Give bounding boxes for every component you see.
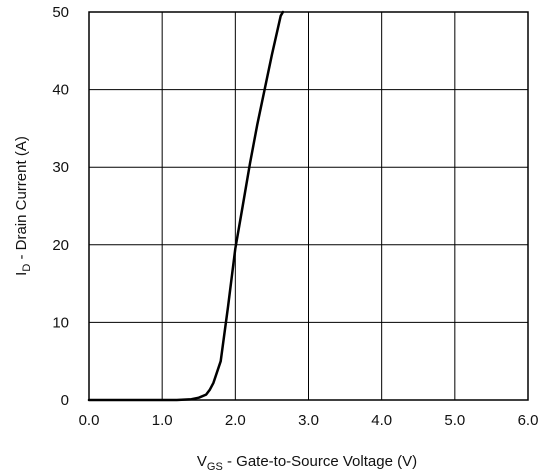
y-tick-label: 0 — [61, 392, 69, 409]
y-tick-label: 50 — [52, 4, 69, 21]
x-tick-label: 3.0 — [298, 412, 319, 429]
x-tick-label: 5.0 — [444, 412, 465, 429]
x-tick-labels: 0.0 1.0 2.0 3.0 4.0 5.0 6.0 — [79, 412, 539, 429]
y-tick-labels: 0 10 20 30 40 50 — [52, 4, 69, 409]
x-tick-label: 2.0 — [225, 412, 246, 429]
x-tick-label: 6.0 — [518, 412, 539, 429]
y-tick-label: 30 — [52, 159, 69, 176]
x-tick-label: 0.0 — [79, 412, 100, 429]
x-axis-label: VGS - Gate-to-Source Voltage (V) — [197, 453, 417, 473]
y-tick-label: 40 — [52, 82, 69, 99]
plot-frame — [88, 11, 529, 401]
y-tick-label: 20 — [52, 237, 69, 254]
grid-lines — [88, 11, 529, 401]
x-tick-label: 1.0 — [152, 412, 173, 429]
x-tick-label: 4.0 — [371, 412, 392, 429]
y-tick-label: 10 — [52, 314, 69, 331]
y-axis-label: ID - Drain Current (A) — [13, 136, 33, 276]
series-line — [87, 10, 285, 402]
